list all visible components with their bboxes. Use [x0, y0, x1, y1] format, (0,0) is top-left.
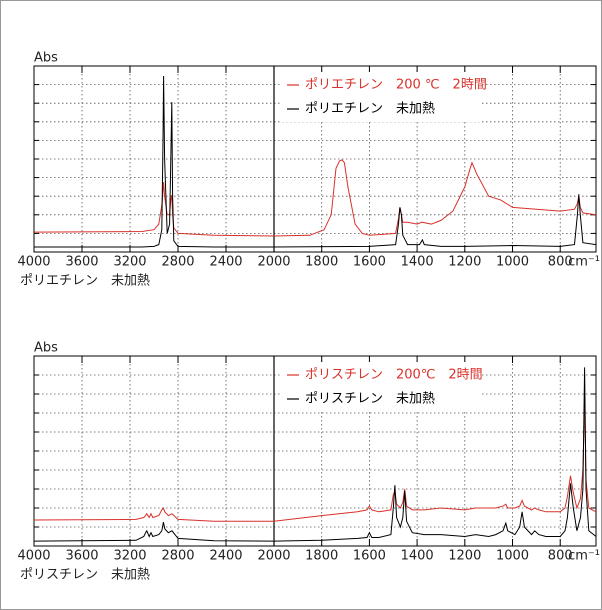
x-tick-label: 1800	[305, 255, 338, 270]
spectrum-line	[33, 367, 597, 542]
x-axis-label: cm⁻¹	[568, 549, 600, 564]
x-tick-label: 1200	[448, 255, 481, 270]
x-tick-label: 2400	[209, 255, 242, 270]
legend-label: ポリスチレン 200℃ 2時間	[305, 368, 483, 383]
spectrum-line	[33, 159, 597, 237]
x-tick-label: 1800	[305, 549, 338, 564]
legend-label: ポリエチレン 未加熱	[305, 102, 435, 117]
x-tick-label: 3200	[113, 255, 146, 270]
x-tick-label: 4000	[17, 255, 50, 270]
x-tick-label: 1400	[401, 255, 434, 270]
x-tick-label: 1000	[496, 255, 529, 270]
x-tick-label: 2000	[257, 255, 290, 270]
caption: ポリエチレン 未加熱	[20, 274, 150, 289]
x-tick-label: 3600	[65, 255, 98, 270]
x-tick-label: 1200	[448, 549, 481, 564]
legend-label: ポリエチレン 200 ℃ 2時間	[305, 78, 487, 93]
x-tick-label: 2400	[209, 549, 242, 564]
y-axis-label: Abs	[34, 51, 58, 66]
legend-box	[280, 362, 480, 412]
spectrum-line	[33, 399, 597, 522]
y-axis-label: Abs	[34, 341, 58, 356]
x-tick-label: 1600	[353, 549, 386, 564]
x-tick-label: 800	[548, 255, 573, 270]
x-tick-label: 1400	[401, 549, 434, 564]
legend-label: ポリスチレン 未加熱	[305, 392, 435, 407]
x-tick-label: 1600	[353, 255, 386, 270]
x-tick-label: 800	[548, 549, 573, 564]
x-tick-label: 2000	[257, 549, 290, 564]
x-tick-label: 4000	[17, 549, 50, 564]
x-axis-label: cm⁻¹	[568, 255, 600, 270]
x-tick-label: 3600	[65, 549, 98, 564]
legend-box	[280, 72, 480, 122]
caption: ポリスチレン 未加熱	[20, 568, 150, 583]
x-tick-label: 1000	[496, 549, 529, 564]
spectrum-line	[34, 75, 597, 248]
x-tick-label: 2800	[161, 549, 194, 564]
x-tick-label: 3200	[113, 549, 146, 564]
x-tick-label: 2800	[161, 255, 194, 270]
